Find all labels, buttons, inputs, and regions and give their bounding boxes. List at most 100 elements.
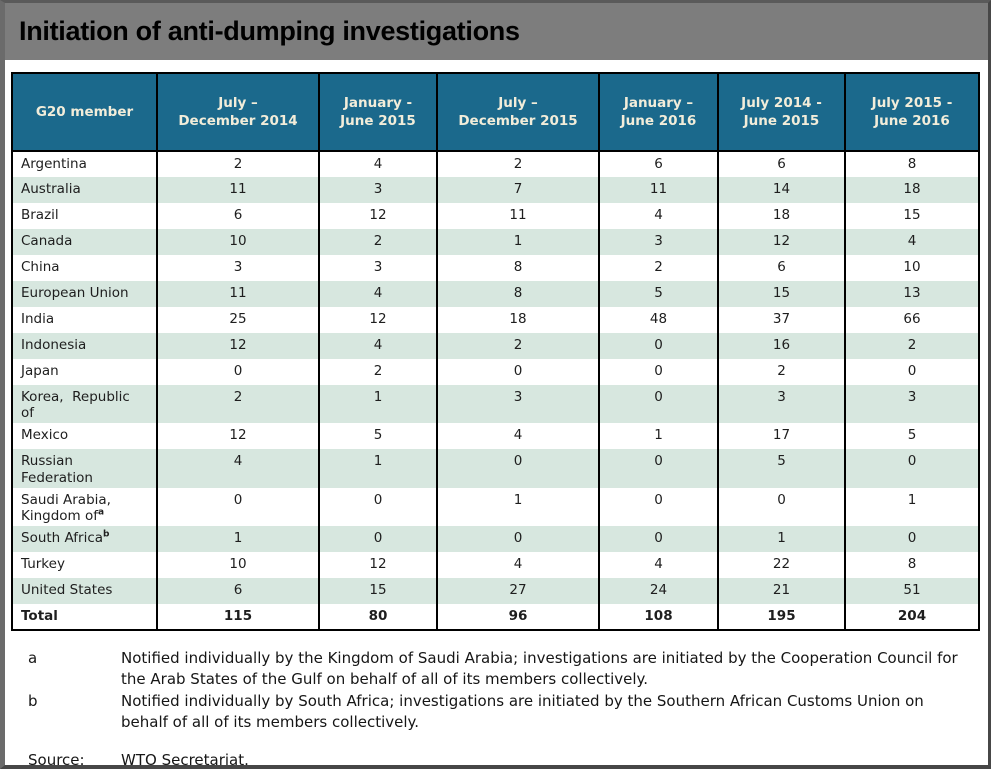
value-cell: 11 (156, 281, 319, 307)
value-cell: 11 (598, 177, 718, 203)
value-cell: 14 (717, 177, 845, 203)
value-cell: 6 (717, 151, 845, 177)
value-cell: 2 (598, 255, 718, 281)
value-cell: 0 (436, 449, 599, 488)
value-cell: 1 (717, 526, 845, 553)
value-cell: 2 (717, 359, 845, 385)
value-cell: 12 (156, 423, 319, 450)
anti-dumping-table: G20 member July – December 2014 January - … (11, 72, 980, 632)
value-cell: 48 (598, 307, 718, 333)
country-cell: South Africab (12, 526, 157, 553)
value-cell: 0 (598, 449, 718, 488)
value-cell: 4 (598, 203, 718, 229)
table-row: Argentina 2 4 2 6 6 8 (12, 151, 979, 177)
value-cell: 8 (844, 151, 979, 177)
value-cell: 5 (318, 423, 437, 450)
value-cell: 2 (436, 151, 599, 177)
footnote-label: b (28, 692, 38, 711)
page-title: Initiation of anti-dumping investigation… (19, 16, 520, 46)
value-cell: 1 (436, 229, 599, 255)
value-cell: 18 (717, 203, 845, 229)
value-cell: 2 (436, 333, 599, 359)
value-cell: 2 (844, 333, 979, 359)
table-row: United States 6 15 27 24 21 51 (12, 578, 979, 605)
value-cell: 0 (844, 359, 979, 385)
value-cell: 4 (318, 333, 437, 359)
value-cell: 1 (844, 487, 979, 527)
value-cell: 11 (436, 203, 599, 229)
value-cell: 2 (318, 229, 437, 255)
header-cell: January - June 2015 (318, 73, 437, 152)
value-cell: 5 (844, 423, 979, 450)
value-cell: 18 (844, 177, 979, 203)
header-cell: G20 member (12, 73, 157, 152)
table-row: Japan 0 2 0 0 2 0 (12, 359, 979, 385)
table-row: Russian Federation 4 1 0 0 5 0 (12, 449, 979, 488)
country-cell: United States (12, 578, 157, 605)
value-cell: 3 (717, 385, 845, 424)
table-row: South Africab 1 0 0 0 1 0 (12, 526, 979, 553)
value-cell: 16 (717, 333, 845, 359)
table-header-row: G20 member July – December 2014 January - … (12, 73, 979, 152)
value-cell: 4 (318, 151, 437, 177)
value-cell: 10 (156, 229, 319, 255)
value-cell: 37 (717, 307, 845, 333)
table-row: Korea, Republic of 2 1 3 0 3 3 (12, 385, 979, 424)
value-cell: 15 (717, 281, 845, 307)
header-cell: July – December 2015 (436, 73, 599, 152)
value-cell: 3 (318, 255, 437, 281)
footnote-label: a (28, 649, 38, 668)
value-cell: 17 (717, 423, 845, 450)
source-text: WTO Secretariat. (121, 751, 249, 769)
footnote-marker: a (98, 507, 105, 518)
value-cell: 4 (844, 229, 979, 255)
value-cell: 0 (318, 487, 437, 527)
table-row: Australia 11 3 7 11 14 18 (12, 177, 979, 203)
value-cell: 96 (436, 604, 599, 631)
value-cell: 195 (717, 604, 845, 631)
value-cell: 1 (318, 385, 437, 424)
value-cell: 12 (156, 333, 319, 359)
value-cell: 3 (436, 385, 599, 424)
country-cell: Indonesia (12, 333, 157, 359)
value-cell: 12 (318, 552, 437, 579)
table-row: Mexico 12 5 4 1 17 5 (12, 423, 979, 450)
value-cell: 3 (598, 229, 718, 255)
value-cell: 12 (717, 229, 845, 255)
country-cell: Total (12, 604, 157, 631)
country-cell: Saudi Arabia, Kingdom ofa (21, 491, 111, 524)
source-label: Source: (28, 751, 85, 769)
footnote-marker: b (103, 529, 110, 540)
value-cell: 0 (436, 526, 599, 553)
footnote-text: Notified individually by South Africa; i… (121, 692, 924, 732)
value-cell: 6 (156, 578, 319, 605)
value-cell: 4 (318, 281, 437, 307)
country-cell: Canada (12, 229, 157, 255)
value-cell: 204 (844, 604, 979, 631)
country-cell: Australia (12, 177, 157, 203)
table-row: Indonesia 12 4 2 0 16 2 (12, 333, 979, 359)
value-cell: 7 (436, 177, 599, 203)
country-cell: China (21, 259, 60, 275)
value-cell: 2 (156, 385, 319, 424)
country-cell: Russian Federation (12, 449, 157, 488)
country-cell: Brazil (21, 207, 59, 223)
value-cell: 15 (844, 203, 979, 229)
footnotes-block: a Notified individually by the Kingdom o… (28, 648, 988, 769)
value-cell: 15 (318, 578, 437, 605)
value-cell: 1 (436, 487, 599, 527)
total-row: Total 115 80 96 108 195 204 (12, 604, 979, 631)
value-cell: 2 (318, 359, 437, 385)
value-cell: 0 (156, 359, 319, 385)
value-cell: 3 (318, 177, 437, 203)
value-cell: 108 (598, 604, 718, 631)
table-row: China 3 3 8 2 6 10 (12, 255, 979, 281)
value-cell: 4 (156, 449, 319, 488)
table-row: Canada 10 2 1 3 12 4 (12, 229, 979, 255)
value-cell: 0 (598, 385, 718, 424)
value-cell: 24 (598, 578, 718, 605)
value-cell: 0 (844, 526, 979, 553)
value-cell: 6 (717, 255, 845, 281)
title-bar: Initiation of anti-dumping investigation… (5, 3, 988, 60)
